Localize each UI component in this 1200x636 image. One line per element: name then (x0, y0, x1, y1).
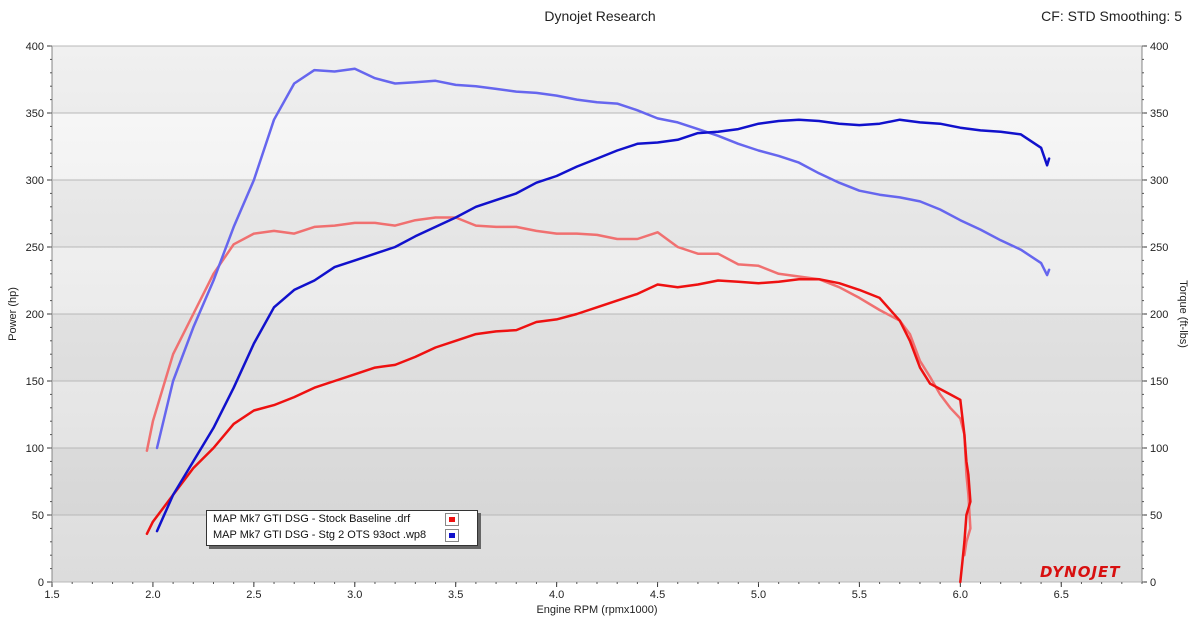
y-tick-label: 150 (26, 376, 44, 388)
x-tick-label: 2.0 (145, 589, 160, 601)
x-axis-label: Engine RPM (rpmx1000) (536, 604, 657, 616)
y-tick-label: 250 (26, 242, 44, 254)
x-tick-label: 2.5 (246, 589, 261, 601)
y-axis-left-label: Power (hp) (7, 287, 19, 341)
grid-band (52, 314, 1142, 381)
correction-factor-label: CF: STD Smoothing: 5 (1041, 8, 1182, 24)
legend-label-stock: MAP Mk7 GTI DSG - Stock Baseline .drf (213, 513, 411, 525)
x-tick-label: 6.0 (953, 589, 968, 601)
x-tick-label: 3.5 (448, 589, 463, 601)
y-axis-right-ticks: 0 50 100 150 200 250 300 350 400 (1142, 41, 1168, 589)
chart-title: Dynojet Research (544, 8, 656, 24)
legend-swatch-stock (445, 513, 459, 526)
x-tick-label: 4.0 (549, 589, 564, 601)
y-tick-label: 100 (26, 443, 44, 455)
y-tick-label-right: 50 (1150, 510, 1162, 522)
grid-lines (52, 45, 1142, 583)
y-tick-label-right: 350 (1150, 108, 1168, 120)
y-axis-right-label: Torque (ft-lbs) (1177, 280, 1189, 348)
y-tick-label-right: 100 (1150, 443, 1168, 455)
series-line-stg2-torque (155, 67, 1051, 450)
legend-item-stock: MAP Mk7 GTI DSG - Stock Baseline .drf (207, 511, 477, 527)
y-tick-label-right: 250 (1150, 242, 1168, 254)
y-tick-label-right: 400 (1150, 41, 1168, 53)
y-tick-label: 350 (26, 108, 44, 120)
x-tick-label: 5.0 (751, 589, 766, 601)
y-axis-left-ticks: 0 50 100 150 200 250 300 350 400 (26, 41, 52, 589)
y-tick-label-right: 0 (1150, 577, 1156, 589)
grid-band (52, 448, 1142, 515)
x-tick-label: 4.5 (650, 589, 665, 601)
x-tick-label: 3.0 (347, 589, 362, 601)
series-line-stock-power (145, 277, 972, 584)
y-tick-label-right: 150 (1150, 376, 1168, 388)
grid-band (52, 180, 1142, 247)
legend-label-stg2: MAP Mk7 GTI DSG - Stg 2 OTS 93oct .wp8 (213, 529, 427, 541)
x-tick-label: 5.5 (852, 589, 867, 601)
y-tick-label: 0 (38, 577, 44, 589)
dynojet-logo: DYNOJET (1040, 563, 1121, 581)
y-tick-label: 300 (26, 175, 44, 187)
legend-swatch-stg2 (445, 529, 459, 542)
y-tick-label-right: 300 (1150, 175, 1168, 187)
y-tick-label: 200 (26, 309, 44, 321)
legend: MAP Mk7 GTI DSG - Stock Baseline .drf MA… (206, 510, 478, 546)
x-axis-ticks: 1.5 2.0 2.5 3.0 3.5 4.0 4.5 5.0 5.5 6.0 6.5 (44, 582, 1143, 601)
x-tick-label: 6.5 (1054, 589, 1069, 601)
legend-item-stg2: MAP Mk7 GTI DSG - Stg 2 OTS 93oct .wp8 (207, 527, 477, 543)
x-tick-label: 1.5 (44, 589, 59, 601)
series-lines (145, 67, 1051, 584)
y-tick-label: 400 (26, 41, 44, 53)
y-tick-label: 50 (32, 510, 44, 522)
series-line-stg2-power (155, 118, 1051, 533)
y-tick-label-right: 200 (1150, 309, 1168, 321)
